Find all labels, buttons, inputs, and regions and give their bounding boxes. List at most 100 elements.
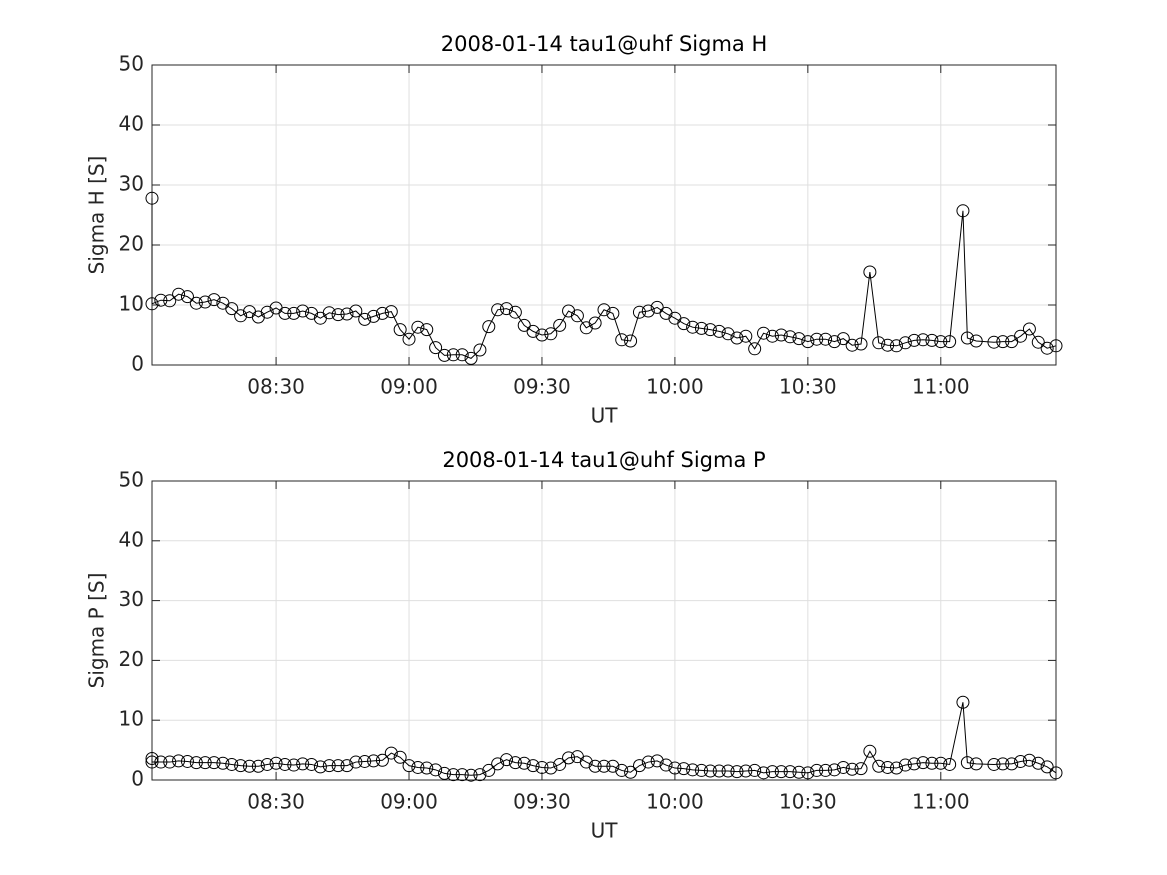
marker xyxy=(810,763,824,777)
marker xyxy=(943,757,957,771)
marker xyxy=(500,753,514,767)
marker xyxy=(180,290,194,304)
marker xyxy=(889,339,903,353)
marker xyxy=(1040,760,1054,774)
marker xyxy=(207,293,221,307)
marker xyxy=(526,759,540,773)
y-tick-label: 50 xyxy=(119,468,144,492)
marker xyxy=(500,302,514,316)
marker xyxy=(956,695,970,709)
marker xyxy=(712,764,726,778)
marker xyxy=(748,763,762,777)
marker xyxy=(349,304,363,318)
marker xyxy=(216,756,230,770)
marker xyxy=(437,766,451,780)
marker xyxy=(145,751,159,765)
marker xyxy=(260,305,274,319)
marker xyxy=(907,333,921,347)
marker xyxy=(748,342,762,356)
marker xyxy=(916,756,930,770)
y-tick-label: 30 xyxy=(119,172,144,196)
marker xyxy=(624,765,638,779)
plot-area xyxy=(152,481,1056,780)
marker xyxy=(145,755,159,769)
marker xyxy=(836,760,850,774)
marker xyxy=(517,756,531,770)
marker xyxy=(757,326,771,340)
marker xyxy=(943,335,957,349)
marker xyxy=(429,341,443,355)
marker xyxy=(437,348,451,362)
marker xyxy=(739,329,753,343)
x-tick-label: 10:30 xyxy=(779,790,837,814)
chart-title: 2008-01-14 tau1@uhf Sigma H xyxy=(441,32,767,56)
marker xyxy=(606,306,620,320)
marker xyxy=(730,765,744,779)
marker xyxy=(420,323,434,337)
marker xyxy=(801,335,815,349)
marker xyxy=(765,765,779,779)
marker xyxy=(358,754,372,768)
marker xyxy=(925,756,939,770)
y-tick-label: 30 xyxy=(119,587,144,611)
marker xyxy=(1040,341,1054,355)
marker xyxy=(491,303,505,317)
marker xyxy=(721,327,735,341)
marker xyxy=(872,759,886,773)
marker xyxy=(597,303,611,317)
marker xyxy=(863,265,877,279)
marker xyxy=(402,759,416,773)
marker xyxy=(508,756,522,770)
marker xyxy=(225,302,239,316)
x-tick-label: 08:30 xyxy=(247,790,305,814)
marker xyxy=(881,338,895,352)
marker xyxy=(1031,756,1045,770)
marker xyxy=(987,757,1001,771)
marker xyxy=(198,295,212,309)
marker xyxy=(340,759,354,773)
marker xyxy=(969,334,983,348)
marker xyxy=(553,318,567,332)
y-tick-label: 40 xyxy=(119,527,144,551)
marker xyxy=(278,757,292,771)
marker xyxy=(836,332,850,346)
marker xyxy=(1022,322,1036,336)
marker xyxy=(703,323,717,337)
marker xyxy=(154,755,168,769)
marker xyxy=(956,204,970,218)
marker xyxy=(172,754,186,768)
y-tick-label: 10 xyxy=(119,707,144,731)
marker xyxy=(810,332,824,346)
marker xyxy=(845,762,859,776)
marker xyxy=(677,317,691,331)
y-tick-label: 0 xyxy=(131,767,144,791)
marker xyxy=(482,320,496,334)
marker xyxy=(411,320,425,334)
marker xyxy=(189,756,203,770)
marker xyxy=(1049,766,1063,780)
marker xyxy=(854,337,868,351)
marker xyxy=(783,765,797,779)
x-tick-label: 09:00 xyxy=(380,375,438,399)
marker xyxy=(163,755,177,769)
x-axis-label: UT xyxy=(591,819,619,843)
marker xyxy=(455,768,469,782)
marker xyxy=(411,760,425,774)
marker xyxy=(1049,339,1063,353)
marker xyxy=(934,335,948,349)
marker xyxy=(296,304,310,318)
x-tick-label: 09:00 xyxy=(380,790,438,814)
marker xyxy=(624,334,638,348)
marker xyxy=(260,757,274,771)
marker xyxy=(650,754,664,768)
x-tick-label: 10:30 xyxy=(779,375,837,399)
marker xyxy=(402,332,416,346)
marker xyxy=(464,768,478,782)
x-tick-label: 09:30 xyxy=(513,375,571,399)
marker xyxy=(819,763,833,777)
marker xyxy=(996,335,1010,349)
marker xyxy=(296,757,310,771)
marker xyxy=(659,758,673,772)
marker xyxy=(854,762,868,776)
